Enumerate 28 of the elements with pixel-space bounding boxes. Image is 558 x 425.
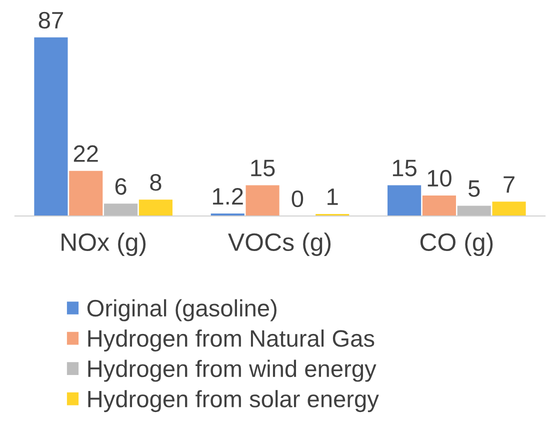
bar <box>104 204 138 216</box>
bar <box>69 170 103 216</box>
legend-label: Hydrogen from Natural Gas <box>88 330 374 352</box>
x-tick-label: NOx (g) <box>62 232 146 256</box>
data-label: 8 <box>150 174 162 191</box>
data-label: 5 <box>468 180 480 197</box>
data-label: 87 <box>38 12 63 29</box>
x-tick-label: VOCs (g) <box>228 232 331 256</box>
bar <box>422 195 456 216</box>
legend-label: Hydrogen from wind energy <box>88 360 376 382</box>
data-label: 1.2 <box>213 188 243 204</box>
bar <box>138 200 172 216</box>
bar <box>457 206 491 216</box>
data-label: 10 <box>428 170 452 187</box>
legend-label: Original (gasoline) <box>87 299 276 322</box>
data-label: 7 <box>504 176 514 193</box>
data-label: 15 <box>392 160 416 176</box>
legend-label: Hydrogen from solar energy <box>88 390 379 412</box>
bar <box>246 185 280 216</box>
data-label: 0 <box>292 190 304 208</box>
data-label: 15 <box>251 160 275 176</box>
data-label: 6 <box>115 178 126 195</box>
bar <box>492 202 526 216</box>
bar <box>388 185 422 216</box>
bar <box>34 37 68 216</box>
data-label: 1 <box>328 188 338 205</box>
data-label: 22 <box>74 145 98 162</box>
x-tick-label: CO (g) <box>420 232 493 256</box>
